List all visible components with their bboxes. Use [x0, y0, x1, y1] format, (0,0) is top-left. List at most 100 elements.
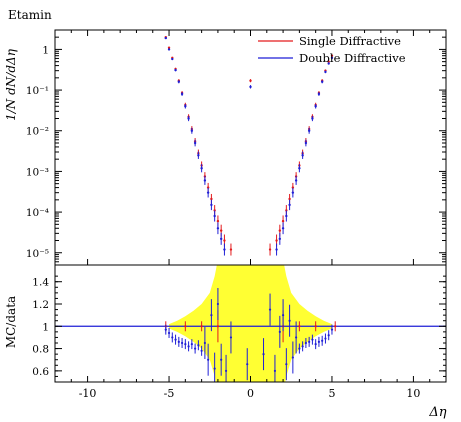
point-single — [291, 186, 295, 189]
y-tick-label-ratio: 0.6 — [32, 366, 49, 378]
y-tick-label-main: 10⁻⁴ — [26, 207, 49, 219]
y-tick-label-ratio: 1 — [42, 321, 49, 333]
point-double — [311, 117, 314, 120]
point-double — [187, 117, 190, 120]
ratio-point-double — [174, 338, 177, 341]
point-double — [324, 70, 327, 74]
ratio-point-double — [194, 347, 197, 350]
point-double — [301, 154, 304, 157]
ratio-point-double — [281, 314, 285, 317]
y-axis-label-ratio: MC/data — [4, 296, 18, 348]
ratio-point-single — [298, 325, 301, 328]
y-tick-label-ratio: 1.4 — [32, 277, 49, 289]
ratio-point-double — [187, 345, 190, 348]
point-single — [210, 197, 213, 201]
point-single — [219, 229, 223, 232]
ratio-point-double — [317, 340, 321, 343]
x-tick-label: 10 — [406, 387, 420, 400]
point-double — [216, 227, 220, 230]
point-double — [294, 179, 298, 182]
x-axis-label: Δη — [428, 405, 446, 420]
point-double — [223, 248, 226, 251]
point-single — [330, 54, 334, 57]
legend-label-double: Double Diffractive — [299, 51, 406, 65]
point-single — [229, 248, 233, 251]
y-tick-label-main: 10⁻² — [26, 126, 49, 138]
point-single — [285, 209, 288, 212]
point-double — [317, 92, 321, 96]
point-double — [177, 80, 181, 83]
y-tick-label-ratio: 0.8 — [32, 344, 49, 356]
ratio-point-double — [216, 302, 220, 306]
point-double — [330, 56, 334, 60]
point-double — [285, 214, 288, 218]
point-double — [314, 105, 317, 108]
point-single — [167, 46, 171, 49]
point-double — [249, 85, 252, 89]
ratio-point-double — [324, 337, 327, 340]
x-tick-label: 5 — [328, 387, 335, 400]
ratio-point-double — [314, 343, 317, 346]
chart-title: Etamin — [8, 8, 52, 22]
y-tick-label-main: 10⁻⁵ — [26, 248, 49, 260]
point-double — [219, 237, 223, 241]
ratio-point-double — [262, 353, 265, 356]
ratio-point-double — [167, 331, 171, 335]
ratio-point-double — [203, 341, 206, 345]
ratio-panel-data — [164, 288, 337, 382]
point-double — [210, 203, 213, 207]
point-single — [281, 219, 285, 223]
ratio-point-double — [229, 336, 233, 339]
ratio-point-single — [334, 325, 337, 328]
point-double — [200, 166, 203, 170]
point-double — [164, 36, 167, 40]
uncertainty-band — [169, 265, 332, 382]
point-double — [281, 227, 285, 230]
ratio-point-double — [207, 358, 210, 361]
point-double — [171, 57, 174, 61]
ratio-point-double — [301, 345, 304, 348]
point-single — [249, 79, 252, 82]
point-double — [278, 237, 282, 241]
x-tick-label: 0 — [247, 387, 254, 400]
ratio-point-double — [200, 349, 203, 352]
point-double — [327, 62, 330, 65]
point-single — [288, 197, 291, 201]
point-single — [213, 209, 216, 212]
ratio-point-double — [273, 369, 277, 372]
y-axis-label-main: 1/N dN/dΔη — [4, 48, 18, 121]
ratio-point-double — [288, 319, 291, 322]
legend: Single Diffractive Double Diffractive — [258, 34, 406, 65]
point-single — [268, 248, 272, 251]
y-tick-label-main: 10⁻³ — [26, 166, 49, 178]
ratio-point-double — [298, 347, 301, 350]
ratio-point-double — [321, 339, 324, 342]
ratio-point-double — [213, 367, 216, 370]
point-single — [278, 229, 282, 232]
point-double — [304, 141, 308, 145]
y-tick-label-main: 10⁻¹ — [26, 85, 49, 97]
point-single — [223, 239, 226, 242]
ratio-point-double — [330, 328, 334, 331]
ratio-point-double — [268, 308, 272, 311]
point-double — [203, 179, 207, 182]
main-panel-frame — [54, 29, 447, 266]
point-double — [213, 214, 216, 218]
legend-label-single: Single Diffractive — [299, 34, 401, 48]
point-double — [184, 105, 187, 108]
ratio-point-double — [291, 356, 294, 359]
ratio-point-single — [314, 325, 317, 328]
ratio-point-double — [184, 343, 187, 346]
point-single — [275, 239, 278, 242]
ratio-point-single — [200, 325, 203, 328]
ratio-point-single — [184, 325, 187, 328]
uncertainty-band-layer — [169, 265, 332, 382]
ratio-point-double — [171, 336, 174, 339]
y-tick-label-ratio: 1.2 — [32, 299, 49, 311]
ratio-point-double — [285, 363, 288, 366]
ratio-point-double — [327, 334, 330, 337]
x-tick-label: -5 — [164, 387, 175, 400]
ratio-point-double — [304, 341, 307, 345]
point-double — [167, 48, 171, 51]
x-tick-label: -10 — [79, 387, 97, 400]
